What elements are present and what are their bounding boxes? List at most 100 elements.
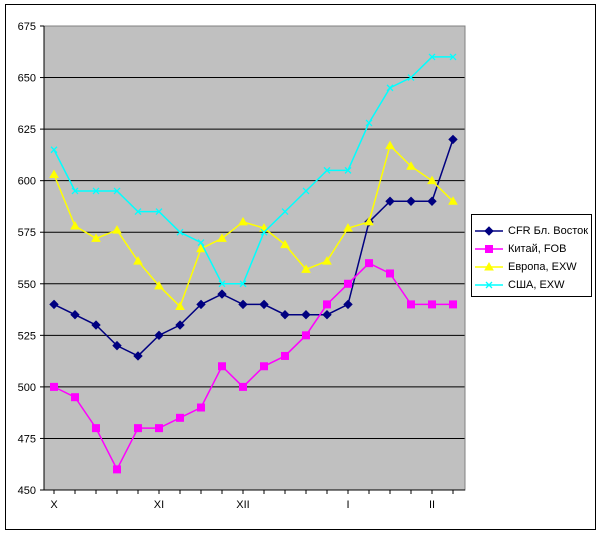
point-3-4: [134, 208, 142, 216]
y-axis: 450 475 500 525 550 575 600 625 650 675: [18, 21, 45, 497]
point-3-16: [386, 84, 394, 92]
point-2-6: [175, 301, 185, 310]
point-2-11: [280, 239, 290, 249]
point-2-18: [427, 175, 437, 185]
point-3-11: [281, 208, 289, 216]
y-tick-label-500: 500: [18, 382, 36, 394]
point-3-10: [260, 228, 268, 236]
y-tick-label-625: 625: [18, 124, 36, 136]
y-tick-label-450: 450: [18, 485, 36, 497]
y-tick-label-675: 675: [18, 21, 36, 33]
series-0: [49, 134, 458, 361]
point-0-8: [217, 289, 227, 299]
point-1-4: [134, 424, 142, 433]
point-3-13: [323, 166, 331, 174]
y-tick-label-475: 475: [18, 433, 36, 445]
point-2-8: [217, 233, 227, 242]
point-0-7: [196, 299, 206, 310]
point-1-1: [71, 393, 79, 402]
point-1-16: [386, 269, 394, 278]
point-3-2: [92, 187, 100, 195]
point-0-2: [91, 320, 101, 330]
legend-swatch-marker-2: [484, 261, 494, 271]
point-1-7: [197, 403, 205, 412]
y-tick-label-650: 650: [18, 73, 36, 85]
point-2-4: [133, 256, 143, 265]
series-group: [49, 53, 458, 474]
point-3-0: [50, 146, 58, 154]
x-tick-label-XII: XII: [236, 499, 249, 511]
point-2-15: [364, 216, 374, 226]
point-1-9: [239, 382, 247, 391]
point-2-13: [322, 256, 332, 265]
point-0-16: [385, 196, 395, 206]
point-3-9: [239, 280, 247, 288]
legend-swatch-marker-3: [485, 281, 493, 289]
y-tick-label-600: 600: [18, 176, 36, 188]
series-1: [50, 259, 457, 474]
point-3-3: [113, 187, 121, 195]
legend-swatch-0: [475, 226, 503, 236]
point-1-11: [281, 351, 289, 360]
point-3-5: [155, 208, 163, 216]
point-1-19: [449, 300, 457, 309]
point-0-12: [301, 310, 311, 320]
x-tick-label-I: I: [346, 499, 349, 511]
point-3-8: [218, 280, 226, 288]
point-1-8: [218, 362, 226, 371]
point-1-17: [407, 300, 415, 309]
point-1-6: [176, 413, 184, 422]
series-line-3: [53, 56, 453, 285]
point-3-14: [344, 166, 352, 174]
point-3-19: [449, 53, 457, 61]
point-0-1: [70, 310, 80, 320]
x-tick-label-X: X: [50, 499, 58, 511]
legend-swatch-marker-0: [484, 226, 494, 236]
legend-label-3: США, EXW: [508, 279, 565, 291]
x-tick-label-XI: XI: [154, 499, 164, 511]
point-2-17: [406, 161, 416, 170]
legend-item-2: Европа, EXW: [474, 259, 592, 275]
legend-label-0: CFR Бл. Восток: [508, 225, 589, 237]
point-3-1: [71, 187, 79, 195]
point-3-7: [197, 239, 205, 246]
point-0-0: [49, 299, 59, 310]
point-0-5: [154, 330, 164, 341]
y-tick-label-575: 575: [18, 227, 36, 239]
point-2-19: [448, 196, 458, 205]
y-tick-label-550: 550: [18, 279, 36, 291]
point-0-19: [448, 134, 458, 145]
point-0-3: [112, 340, 122, 351]
point-1-13: [323, 300, 331, 309]
point-1-5: [155, 424, 163, 433]
point-0-9: [238, 299, 248, 310]
point-3-6: [176, 228, 184, 236]
legend-swatch-3: [475, 281, 503, 289]
legend-item-0: CFR Бл. Восток: [474, 223, 592, 239]
point-0-18: [427, 196, 437, 206]
legend: CFR Бл. Восток Китай, FOB Европа, EXW СШ…: [471, 214, 592, 297]
x-tick-label-II: II: [429, 499, 435, 511]
point-3-17: [407, 74, 415, 82]
point-3-18: [428, 53, 436, 61]
point-2-5: [154, 280, 164, 290]
point-2-1: [70, 221, 80, 230]
point-2-2: [91, 233, 101, 242]
series-2: [49, 140, 458, 310]
point-2-9: [238, 216, 248, 226]
point-1-0: [50, 382, 58, 391]
x-axis: X XI XII I II: [44, 489, 465, 511]
point-1-15: [365, 259, 373, 268]
point-2-3: [112, 225, 122, 234]
legend-swatch-2: [475, 261, 503, 271]
plot-area: [44, 26, 465, 490]
point-3-15: [365, 119, 373, 127]
point-1-10: [260, 362, 268, 371]
legend-item-1: Китай, FOB: [474, 241, 592, 257]
point-0-6: [175, 320, 185, 330]
point-0-4: [133, 351, 143, 361]
point-3-12: [302, 187, 310, 195]
point-0-10: [259, 299, 269, 310]
point-0-11: [280, 310, 290, 320]
